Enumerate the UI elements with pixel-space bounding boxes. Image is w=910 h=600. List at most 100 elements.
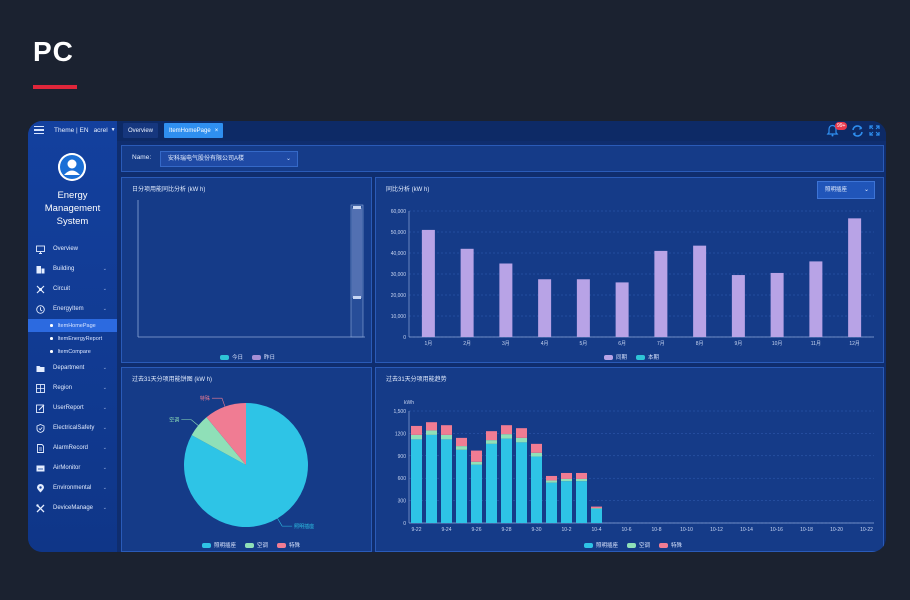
x-tick-label: 10-20 [830,527,843,533]
sidebar-item-region[interactable]: Region ⌄ [28,378,117,398]
y-tick-label: 300 [398,499,407,505]
sidebar-nav: Overview Building ⌄ Circuit ⌄ EnergyItem ⌄ Item… [28,239,117,518]
bar [731,275,745,337]
stacked-bar-segment [411,439,422,523]
name-select-value: 安科瑞电气股份有限公司A楼 [168,156,245,162]
sidebar-item-label: ElectricalSafety [53,425,95,431]
chart-legend: 照明插座 空调 特殊 [584,541,682,549]
location-icon [36,483,45,493]
legend-item[interactable]: 本期 [636,353,659,361]
y-tick-label: 1,500 [393,409,406,415]
legend-item[interactable]: 今日 [220,353,243,361]
sidebar-item-airmonitor[interactable]: AirMonitor ⌄ [28,458,117,478]
sidebar-item-alarmrecord[interactable]: AlarmRecord ⌄ [28,438,117,458]
refresh-icon[interactable] [851,125,864,137]
legend-label: 本期 [648,355,660,361]
close-icon[interactable]: × [214,127,219,134]
chevron-down-icon: ⌄ [102,505,107,511]
stacked-bar-segment [456,449,467,523]
avatar[interactable] [58,153,86,181]
trend-stacked-bar-chart: kWh 0 300 600 900 1200 1,500 9-22 9-24 9-26 9-28 9-… [393,400,874,533]
sidebar-subitem-itemenergyreport[interactable]: ItemEnergyReport [28,332,117,345]
bar [654,250,668,337]
fullscreen-icon[interactable] [869,125,880,136]
legend-item[interactable]: 空调 [245,541,268,549]
stacked-bar-segment [426,434,437,523]
tools-icon [36,503,45,513]
x-tick-label: 2月 [463,341,471,347]
bell-icon[interactable] [826,124,839,137]
bar [460,248,474,337]
x-tick-label: 5月 [579,341,587,347]
sidebar-item-electricalsafety[interactable]: ElectricalSafety ⌄ [28,418,117,438]
x-tick-label: 10-8 [651,527,661,533]
sidebar-item-building[interactable]: Building ⌄ [28,259,117,279]
x-tick-label: 9-26 [471,527,481,533]
app-screen: Theme | EN acrel ▼ Energy Management Sys… [28,121,886,552]
panel-title: 日分项用能同比分析 (kW h) [132,187,206,193]
x-tick-label: 6月 [618,341,626,347]
x-tick-label: 12月 [849,341,860,347]
sidebar-subitem-itemcompare[interactable]: ItemCompare [28,345,117,358]
x-tick-label: 9月 [734,341,742,347]
sidebar-item-devicemanage[interactable]: DeviceManage ⌄ [28,498,117,518]
monitor-icon [36,245,45,254]
energy-icon [36,304,45,314]
tab-label: ItemHomePage [169,127,211,134]
sidebar-item-department[interactable]: Department ⌄ [28,358,117,378]
pie-label: 照明插座 [294,523,314,530]
y-tick-label: 10,000 [391,314,407,320]
trend-panel: 过去31天分项用能趋势 kWh 0 300 600 900 1200 1,500 9-22 9-… [375,367,884,552]
tab-itemhomepage[interactable]: ItemHomePage × [164,123,224,138]
notification-badge: 99+ [835,122,848,130]
caret-down-icon[interactable]: ▼ [110,127,116,133]
sidebar-item-circuit[interactable]: Circuit ⌄ [28,279,117,299]
stacked-bar-segment [591,508,602,523]
category-select[interactable]: 照明插座 ⌄ [817,181,875,199]
yoy-bar-chart: 0 10,000 20,000 30,000 40,000 50,000 60,000 1月 2… [391,209,874,347]
legend-item[interactable]: 空调 [627,541,650,549]
sidebar-item-userreport[interactable]: UserReport ⌄ [28,398,117,418]
legend-label: 同期 [616,355,628,361]
x-tick-label: 10-22 [860,527,873,533]
x-tick-label: 10-4 [591,527,601,533]
legend-label: 照明插座 [596,543,619,549]
y-tick-label: 1200 [395,431,406,437]
sidebar-item-label: Overview [53,246,79,252]
range-slider-handle [353,296,361,299]
name-select[interactable]: 安科瑞电气股份有限公司A楼 ⌄ [160,151,298,167]
legend-item[interactable]: 昨日 [252,353,275,361]
name-label: Name: [132,154,152,161]
menu-icon[interactable] [34,126,44,134]
stacked-bar-segment [531,456,542,523]
user-name[interactable]: acrel [93,126,108,134]
stacked-bar-segment [456,437,467,447]
shield-icon [36,423,45,433]
legend-item[interactable]: 照明插座 [584,541,618,549]
chart-legend: 照明插座 空调 特殊 [202,541,300,549]
stacked-bar-segment [546,475,557,481]
app-title-line: Management [44,203,101,214]
legend-swatch [584,542,593,548]
sidebar-item-overview[interactable]: Overview [28,239,117,259]
legend-item[interactable]: 同期 [604,353,627,361]
x-tick-label: 11月 [811,341,821,347]
x-tick-label: 4月 [541,341,549,347]
legend-item[interactable]: 照明插座 [202,541,236,549]
sidebar-item-energyitem[interactable]: EnergyItem ⌄ [28,299,117,319]
bar [770,272,784,337]
sidebar-subitem-itemhomepage[interactable]: ItemHomePage [28,319,117,332]
chevron-down-icon: ⌄ [102,465,107,471]
legend-item[interactable]: 特殊 [659,541,682,549]
sidebar-item-environmental[interactable]: Environmental ⌄ [28,478,117,498]
chevron-down-icon: ⌄ [102,286,107,292]
y-tick-label: 600 [398,476,407,482]
chevron-down-icon: ⌄ [102,405,107,411]
circuit-icon [36,285,45,294]
tab-overview[interactable]: Overview [123,123,159,138]
panel-title: 过去31天分项用能饼图 (kW h) [132,377,213,383]
bar [421,229,435,337]
bar [848,218,862,337]
theme-language-toggle[interactable]: Theme | EN [54,126,89,134]
legend-item[interactable]: 特殊 [277,541,300,549]
